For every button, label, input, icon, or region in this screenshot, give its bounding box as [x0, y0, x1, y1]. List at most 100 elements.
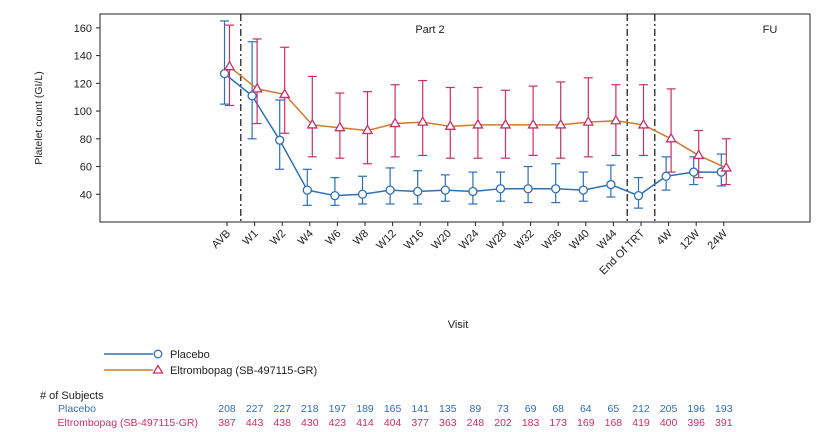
subject-count: 363 — [439, 417, 457, 429]
legend: Placebo Eltrombopag (SB-497115-GR) — [104, 349, 317, 377]
x-tick-label: W32 — [512, 228, 536, 252]
data-point — [278, 88, 291, 99]
x-tick-label: 4W — [655, 227, 676, 248]
y-tick-label: 80 — [80, 134, 92, 146]
region-label-fu: FU — [763, 24, 778, 36]
data-point — [330, 191, 340, 201]
data-point — [637, 118, 650, 129]
data-point — [523, 184, 533, 194]
data-point — [582, 115, 595, 126]
plot-frame — [99, 13, 811, 223]
data-point — [472, 118, 484, 129]
y-axis: 40 60 80 100 120 140 160 — [74, 23, 100, 201]
y-tick-label: 160 — [74, 23, 92, 35]
subject-count: 227 — [273, 403, 291, 415]
subject-count: 168 — [605, 417, 623, 429]
y-tick-label: 120 — [74, 78, 92, 90]
subject-count: 419 — [632, 417, 650, 429]
legend-placebo-label: Placebo — [170, 349, 210, 361]
x-tick-label: W40 — [567, 228, 591, 252]
x-tick-label: W1 — [241, 228, 261, 248]
subjects-label-eltrombopag: Eltrombopag (SB-497115-GR) — [58, 417, 198, 429]
data-point — [692, 149, 705, 160]
subject-count: 400 — [660, 417, 678, 429]
subject-count: 73 — [497, 403, 509, 415]
subject-count: 169 — [577, 417, 595, 429]
subject-count: 189 — [356, 403, 374, 415]
legend-eltrombopag-label: Eltrombopag (SB-497115-GR) — [170, 365, 317, 377]
data-point — [275, 135, 285, 145]
data-point — [389, 117, 401, 128]
data-point — [357, 189, 368, 199]
subject-count: 197 — [329, 403, 347, 415]
subject-count: 423 — [329, 417, 347, 429]
subjects-header: # of Subjects — [40, 390, 104, 402]
x-tick-label: W6 — [323, 228, 343, 248]
data-point — [251, 82, 263, 93]
x-tick-label: W8 — [351, 228, 371, 248]
series-eltrombopag — [223, 24, 733, 186]
subject-count: 173 — [549, 417, 567, 429]
subject-count: 396 — [687, 417, 705, 429]
data-point — [361, 124, 374, 135]
y-tick-label: 100 — [74, 106, 92, 118]
x-axis: AVB W1 W2 W4 W6 W8 W12 W16 W20 W24 W28 W32 W36 W40 W44… — [210, 222, 730, 277]
data-point — [223, 60, 236, 71]
data-point — [554, 118, 567, 129]
data-point — [633, 191, 644, 201]
series-placebo — [219, 20, 726, 209]
x-tick-label: W28 — [485, 228, 509, 252]
subject-count: 443 — [246, 417, 264, 429]
series-layer — [219, 20, 733, 209]
legend-placebo-marker — [153, 349, 163, 359]
data-point — [495, 184, 506, 194]
subject-count: 69 — [525, 403, 537, 415]
subject-count: 193 — [715, 403, 733, 415]
y-axis-label: Platelet count (GI/L) — [33, 71, 45, 164]
x-tick-label: 12W — [678, 227, 703, 252]
data-point — [661, 171, 671, 181]
subject-count: 205 — [660, 403, 678, 415]
subject-count: 377 — [411, 417, 429, 429]
x-axis-label: Visit — [448, 319, 469, 331]
x-tick-label: W44 — [595, 228, 619, 252]
x-tick-label: W36 — [540, 228, 564, 252]
data-point — [578, 185, 588, 195]
subject-count: 68 — [552, 403, 564, 415]
data-point — [551, 184, 561, 194]
x-tick-label: W12 — [374, 228, 398, 252]
subject-count: 391 — [715, 417, 733, 429]
subject-count: 183 — [522, 417, 540, 429]
subject-count: 414 — [356, 417, 374, 429]
subject-count: 89 — [470, 403, 482, 415]
subject-count: 387 — [218, 417, 236, 429]
data-point — [499, 118, 512, 129]
subject-count: 404 — [384, 417, 402, 429]
subject-count: 135 — [439, 403, 457, 415]
subject-count: 227 — [246, 403, 264, 415]
region-dividers — [240, 14, 656, 222]
data-point — [416, 115, 429, 126]
data-point — [665, 132, 677, 143]
data-point — [606, 179, 616, 190]
data-point — [689, 167, 699, 177]
subject-count: 430 — [301, 417, 319, 429]
y-tick-label: 60 — [80, 162, 92, 174]
x-tick-label: W24 — [457, 228, 481, 252]
data-point — [385, 185, 395, 195]
data-point — [610, 114, 622, 125]
y-tick-label: 140 — [74, 51, 92, 63]
subject-count: 65 — [608, 403, 620, 415]
subjects-counts: 208 227 227 218 197 189 165 141 135 89 73 69 68 64 65 2… — [218, 403, 732, 429]
data-point — [219, 68, 230, 79]
x-tick-label: AVB — [210, 228, 233, 251]
subject-count: 202 — [494, 417, 512, 429]
data-point — [306, 118, 319, 129]
legend-eltrombopag-marker — [152, 364, 164, 374]
data-point — [247, 91, 257, 101]
subjects-label-placebo: Placebo — [58, 403, 96, 415]
x-tick-label: W2 — [268, 228, 288, 248]
data-point — [302, 185, 312, 195]
subject-count: 208 — [218, 403, 236, 415]
